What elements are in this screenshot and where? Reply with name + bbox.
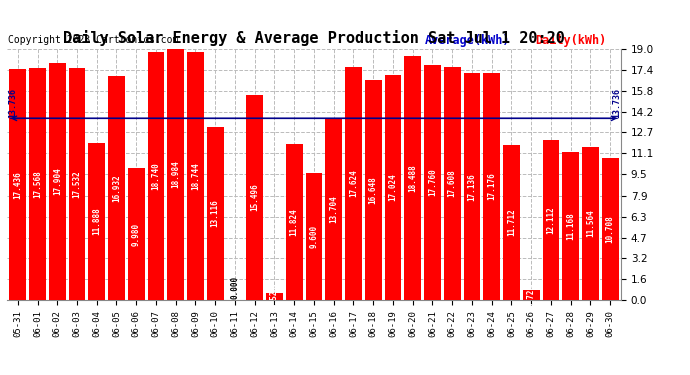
Text: 18.984: 18.984 [171, 160, 180, 188]
Bar [582, 147, 599, 300]
Bar [207, 126, 224, 300]
Bar [246, 95, 263, 300]
Bar [68, 68, 86, 300]
Text: 17.436: 17.436 [13, 171, 22, 199]
Text: 13.704: 13.704 [329, 195, 338, 223]
Bar [187, 52, 204, 300]
Text: 0.524: 0.524 [270, 285, 279, 308]
Text: 16.648: 16.648 [368, 176, 377, 204]
Bar [483, 73, 500, 300]
Bar [10, 69, 26, 300]
Text: 0.728: 0.728 [526, 284, 535, 307]
Text: Daily(kWh): Daily(kWh) [535, 34, 607, 47]
Text: 16.932: 16.932 [112, 174, 121, 202]
Bar [148, 52, 164, 300]
Bar [562, 152, 579, 300]
Text: 9.980: 9.980 [132, 222, 141, 246]
Bar [306, 173, 322, 300]
Text: 11.824: 11.824 [290, 208, 299, 236]
Text: 18.740: 18.740 [152, 162, 161, 190]
Bar [602, 158, 618, 300]
Text: 11.564: 11.564 [586, 210, 595, 237]
Text: 17.136: 17.136 [467, 173, 476, 201]
Text: 10.708: 10.708 [606, 215, 615, 243]
Text: 11.168: 11.168 [566, 212, 575, 240]
Bar [29, 68, 46, 300]
Text: Average(kWh): Average(kWh) [424, 34, 510, 46]
Text: 9.600: 9.600 [309, 225, 319, 248]
Bar [384, 75, 402, 300]
Text: Copyright 2023 Cartronics.com: Copyright 2023 Cartronics.com [8, 35, 178, 45]
Bar [542, 140, 560, 300]
Text: 13.736: 13.736 [8, 88, 17, 118]
Bar [168, 49, 184, 300]
Bar [266, 293, 283, 300]
Text: 18.488: 18.488 [408, 164, 417, 192]
Text: 15.496: 15.496 [250, 184, 259, 211]
Bar [424, 65, 441, 300]
Bar [404, 56, 421, 300]
Title: Daily Solar Energy & Average Production Sat Jul 1 20:20: Daily Solar Energy & Average Production … [63, 30, 565, 46]
Bar [464, 74, 480, 300]
Bar [49, 63, 66, 300]
Text: 13.736: 13.736 [612, 88, 621, 118]
Text: 17.176: 17.176 [487, 172, 496, 200]
Text: 18.744: 18.744 [191, 162, 200, 190]
Bar [128, 168, 145, 300]
Text: 17.024: 17.024 [388, 174, 397, 201]
Bar [503, 145, 520, 300]
Text: 17.760: 17.760 [428, 169, 437, 196]
Text: 11.888: 11.888 [92, 207, 101, 235]
Text: 17.568: 17.568 [33, 170, 42, 198]
Text: 11.712: 11.712 [507, 209, 516, 236]
Text: 12.112: 12.112 [546, 206, 555, 234]
Bar [444, 67, 460, 300]
Bar [325, 119, 342, 300]
Text: 13.116: 13.116 [210, 200, 219, 227]
Bar [108, 76, 125, 300]
Text: 17.608: 17.608 [448, 170, 457, 198]
Bar [345, 67, 362, 300]
Text: 17.904: 17.904 [52, 168, 61, 195]
Bar [523, 290, 540, 300]
Text: 17.624: 17.624 [349, 170, 358, 197]
Bar [286, 144, 303, 300]
Bar [88, 143, 105, 300]
Text: 17.532: 17.532 [72, 170, 81, 198]
Text: 0.000: 0.000 [230, 276, 239, 299]
Bar [365, 80, 382, 300]
